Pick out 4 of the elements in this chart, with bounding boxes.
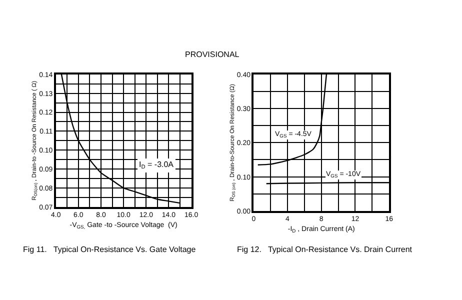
annotation: I$_{D}$ = -3.0A xyxy=(139,160,174,171)
text: PROVISIONAL xyxy=(185,50,240,59)
caption: Fig 11. Typical On-Resistance Vs. Gate Voltage xyxy=(23,245,196,254)
caption: Fig 12. Typical On-Resistance Vs. Drain Current xyxy=(237,245,413,254)
